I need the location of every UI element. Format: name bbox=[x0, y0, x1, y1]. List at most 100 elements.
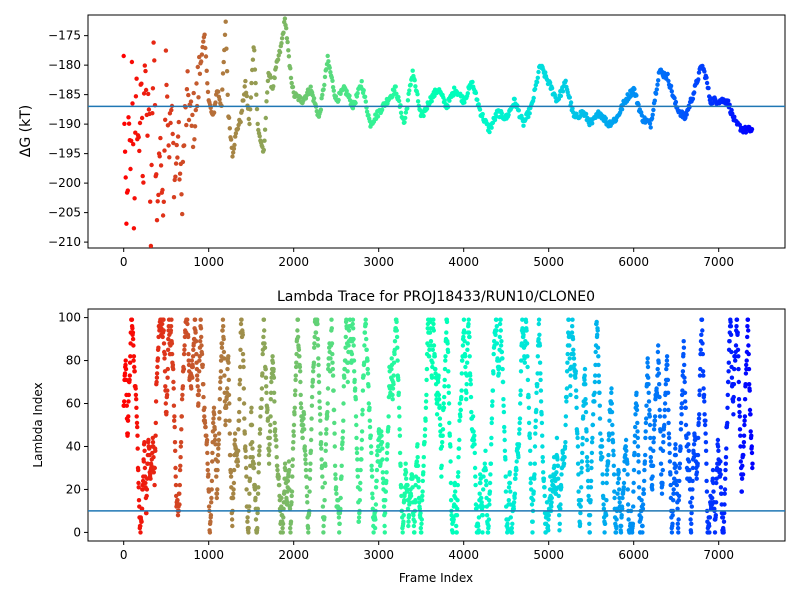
lambda-point bbox=[456, 470, 461, 475]
lambda-point bbox=[406, 513, 412, 518]
lambda-point bbox=[373, 517, 378, 522]
lambda-point bbox=[160, 334, 165, 340]
lambda-point bbox=[664, 358, 670, 363]
lambda-point bbox=[594, 319, 599, 325]
lambda-point bbox=[258, 414, 263, 419]
lambda-point bbox=[473, 474, 478, 479]
lambda-point bbox=[647, 407, 652, 413]
delta-g-x-ticks: 0 1000 2000 3000 4000 5000 6000 7000 bbox=[120, 248, 734, 269]
lambda-point bbox=[519, 358, 524, 363]
lambda-point bbox=[446, 384, 451, 389]
lambda-point bbox=[199, 351, 205, 357]
lambda-point bbox=[595, 328, 600, 333]
lambda-point bbox=[592, 379, 598, 385]
lambda-x-tick-label: 6000 bbox=[618, 548, 649, 562]
delta-g-point bbox=[311, 96, 317, 101]
lambda-point bbox=[689, 504, 694, 509]
delta-g-point bbox=[535, 75, 540, 81]
lambda-point bbox=[621, 480, 627, 486]
lambda-point bbox=[395, 358, 400, 363]
lambda-point bbox=[336, 515, 342, 520]
lambda-point bbox=[299, 405, 304, 410]
lambda-point bbox=[456, 446, 462, 451]
lambda-point bbox=[677, 465, 682, 471]
lambda-point bbox=[459, 371, 464, 376]
lambda-point bbox=[661, 440, 666, 445]
lambda-point bbox=[724, 446, 729, 451]
delta-g-point bbox=[177, 177, 182, 182]
lambda-point bbox=[405, 487, 410, 492]
lambda-point bbox=[355, 467, 360, 473]
delta-g-point bbox=[354, 94, 360, 99]
lambda-point bbox=[470, 414, 476, 419]
lambda-point bbox=[153, 433, 158, 438]
lambda-point bbox=[289, 500, 294, 505]
lambda-point bbox=[567, 343, 572, 348]
lambda-point bbox=[339, 463, 344, 468]
lambda-point bbox=[744, 362, 749, 368]
lambda-point bbox=[231, 487, 236, 492]
lambda-point bbox=[173, 474, 178, 479]
lambda-point bbox=[563, 440, 568, 445]
delta-g-point bbox=[319, 96, 324, 101]
lambda-point bbox=[178, 440, 184, 445]
delta-g-point bbox=[163, 117, 168, 123]
lambda-point bbox=[638, 515, 644, 520]
lambda-point bbox=[663, 382, 668, 387]
lambda-point bbox=[255, 510, 260, 516]
lambda-point bbox=[613, 530, 619, 535]
lambda-point bbox=[598, 431, 603, 436]
lambda-point bbox=[332, 431, 337, 436]
lambda-point bbox=[721, 519, 727, 524]
delta-g-point bbox=[534, 79, 540, 85]
lambda-point bbox=[604, 498, 609, 503]
delta-g-point bbox=[275, 57, 281, 62]
lambda-point bbox=[341, 384, 346, 389]
lambda-point bbox=[359, 446, 364, 451]
delta-g-point bbox=[429, 99, 434, 104]
lambda-point bbox=[297, 364, 303, 370]
lambda-point bbox=[309, 416, 314, 421]
lambda-point bbox=[410, 476, 415, 481]
lambda-point bbox=[261, 317, 267, 322]
lambda-point bbox=[736, 354, 741, 359]
lambda-point bbox=[283, 467, 288, 473]
lambda-point bbox=[683, 399, 688, 404]
lambda-point bbox=[221, 349, 227, 355]
lambda-point bbox=[584, 437, 589, 443]
lambda-point bbox=[606, 459, 611, 464]
lambda-point bbox=[686, 431, 691, 436]
lambda-point bbox=[662, 422, 667, 428]
lambda-point bbox=[288, 519, 294, 524]
delta-g-point bbox=[273, 65, 279, 70]
lambda-point bbox=[241, 401, 247, 406]
delta-g-axes-frame bbox=[87, 14, 786, 249]
lambda-point bbox=[315, 317, 320, 322]
delta-g-point bbox=[243, 78, 248, 84]
lambda-point bbox=[674, 470, 679, 475]
delta-g-point bbox=[186, 92, 191, 98]
lambda-point bbox=[351, 336, 356, 342]
lambda-point bbox=[339, 446, 345, 451]
lambda-point bbox=[707, 523, 712, 529]
lambda-point bbox=[617, 495, 622, 501]
lambda-point bbox=[266, 461, 272, 466]
delta-g-point bbox=[254, 106, 260, 112]
delta-g-point bbox=[331, 88, 336, 93]
lambda-point bbox=[374, 467, 380, 473]
lambda-point bbox=[253, 495, 258, 501]
delta-g-point bbox=[327, 65, 332, 71]
lambda-point bbox=[644, 416, 649, 421]
delta-g-point bbox=[155, 199, 160, 204]
delta-g-x-tick-label: 4000 bbox=[448, 255, 479, 269]
lambda-point bbox=[466, 330, 472, 335]
lambda-point bbox=[290, 463, 295, 468]
lambda-point bbox=[616, 470, 621, 475]
lambda-point bbox=[251, 465, 257, 471]
lambda-point bbox=[648, 455, 653, 460]
lambda-point bbox=[380, 457, 385, 462]
lambda-point bbox=[666, 407, 671, 413]
lambda-point bbox=[179, 397, 185, 402]
lambda-point bbox=[418, 525, 423, 531]
lambda-point bbox=[423, 418, 428, 423]
